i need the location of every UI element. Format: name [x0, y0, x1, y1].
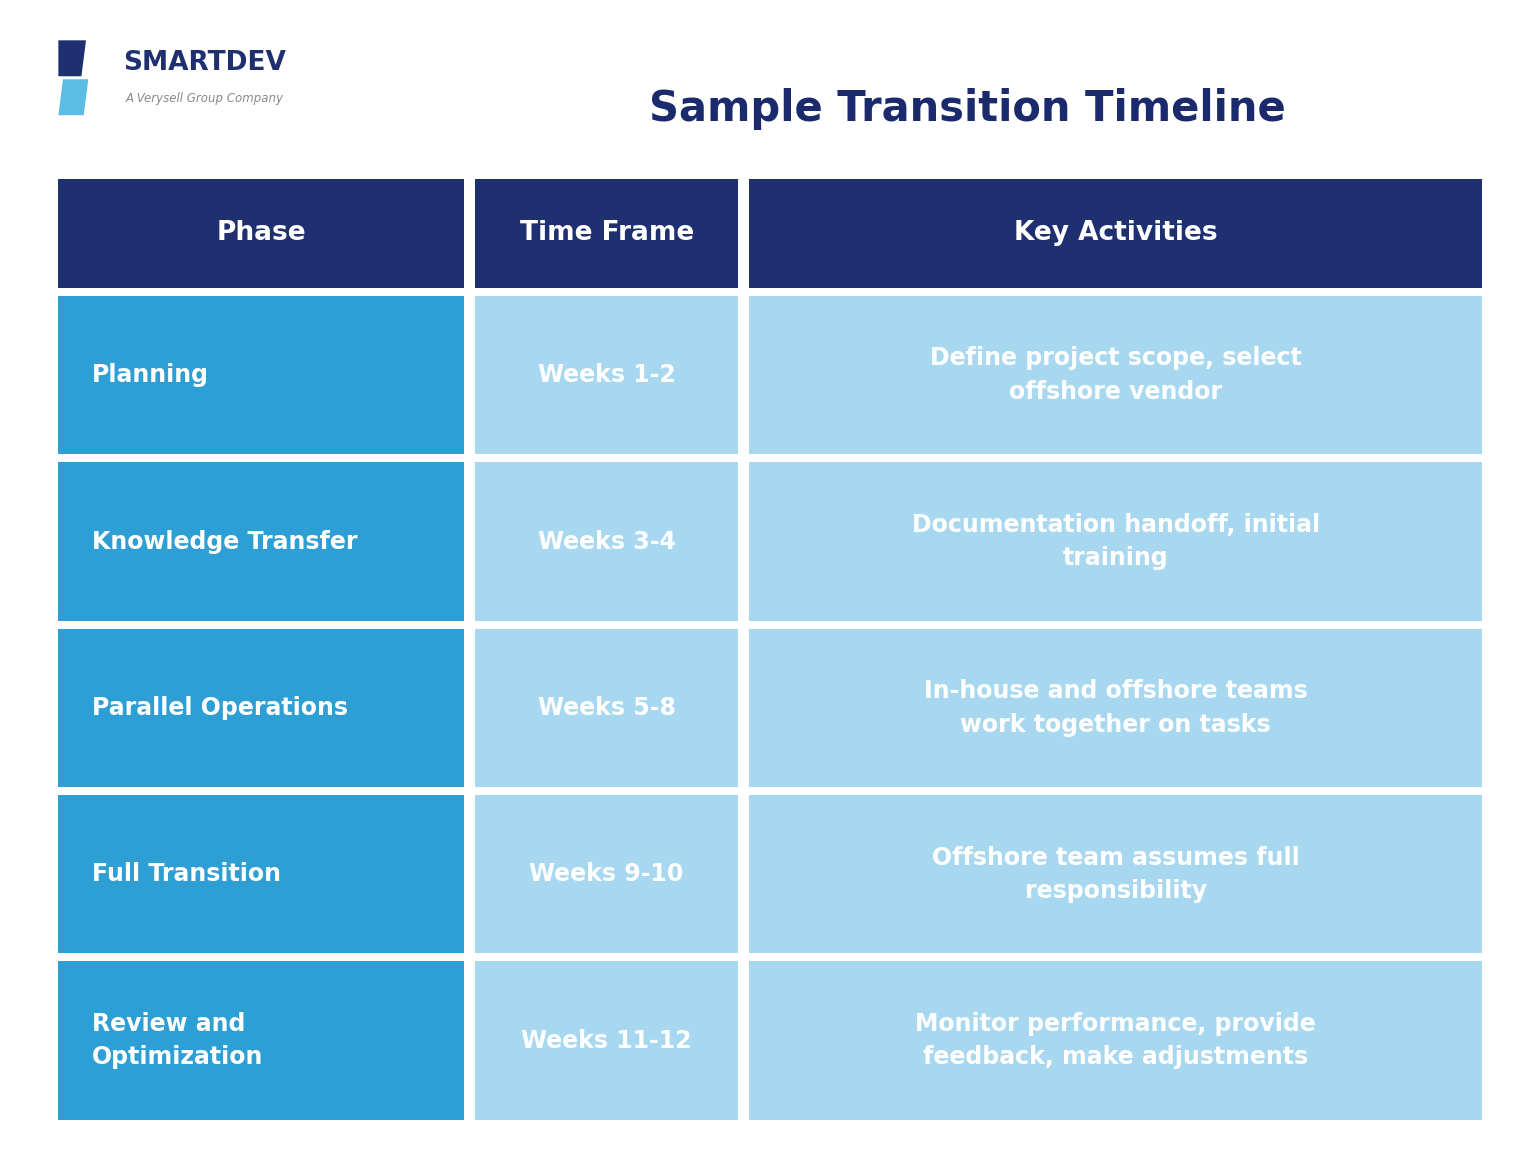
Text: Planning: Planning: [92, 363, 209, 387]
Text: Define project scope, select
offshore vendor: Define project scope, select offshore ve…: [929, 347, 1301, 404]
FancyBboxPatch shape: [58, 179, 464, 288]
FancyBboxPatch shape: [475, 462, 739, 621]
FancyBboxPatch shape: [750, 296, 1482, 454]
Text: Phase: Phase: [217, 220, 306, 247]
Text: SMARTDEV: SMARTDEV: [123, 50, 286, 76]
FancyBboxPatch shape: [58, 462, 464, 621]
Text: Weeks 1-2: Weeks 1-2: [538, 363, 676, 387]
Text: Knowledge Transfer: Knowledge Transfer: [92, 530, 358, 554]
FancyBboxPatch shape: [475, 179, 739, 288]
Text: Weeks 5-8: Weeks 5-8: [538, 696, 676, 720]
Text: Key Activities: Key Activities: [1014, 220, 1218, 247]
Text: Full Transition: Full Transition: [92, 862, 281, 886]
FancyBboxPatch shape: [750, 629, 1482, 787]
FancyBboxPatch shape: [58, 795, 464, 954]
Text: Weeks 11-12: Weeks 11-12: [521, 1029, 691, 1053]
FancyBboxPatch shape: [58, 962, 464, 1120]
FancyBboxPatch shape: [475, 296, 739, 454]
FancyBboxPatch shape: [750, 795, 1482, 954]
Polygon shape: [58, 79, 88, 115]
Text: Weeks 9-10: Weeks 9-10: [530, 862, 684, 886]
Text: Documentation handoff, initial
training: Documentation handoff, initial training: [911, 513, 1319, 570]
FancyBboxPatch shape: [58, 629, 464, 787]
FancyBboxPatch shape: [750, 962, 1482, 1120]
FancyBboxPatch shape: [750, 462, 1482, 621]
Text: In-house and offshore teams
work together on tasks: In-house and offshore teams work togethe…: [923, 680, 1307, 736]
FancyBboxPatch shape: [475, 962, 739, 1120]
Text: Time Frame: Time Frame: [519, 220, 694, 247]
Text: Sample Transition Timeline: Sample Transition Timeline: [650, 89, 1286, 130]
FancyBboxPatch shape: [475, 795, 739, 954]
Text: Weeks 3-4: Weeks 3-4: [538, 530, 676, 554]
FancyBboxPatch shape: [58, 296, 464, 454]
Text: Offshore team assumes full
responsibility: Offshore team assumes full responsibilit…: [932, 846, 1299, 903]
Text: A Verysell Group Company: A Verysell Group Company: [126, 92, 284, 105]
Text: Monitor performance, provide
feedback, make adjustments: Monitor performance, provide feedback, m…: [915, 1011, 1316, 1069]
Polygon shape: [58, 40, 86, 76]
FancyBboxPatch shape: [475, 629, 739, 787]
FancyBboxPatch shape: [750, 179, 1482, 288]
Text: Review and
Optimization: Review and Optimization: [92, 1011, 264, 1069]
Text: Parallel Operations: Parallel Operations: [92, 696, 349, 720]
